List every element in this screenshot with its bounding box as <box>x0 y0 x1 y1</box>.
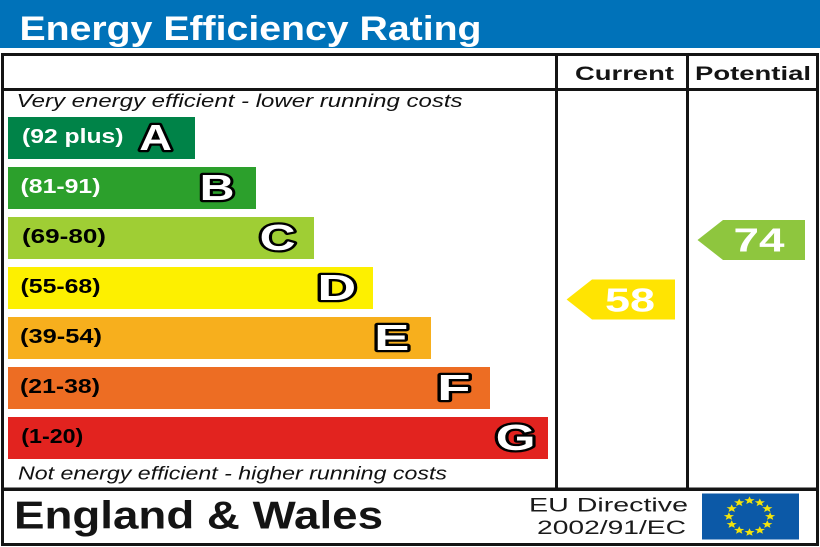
svg-text:A: A <box>139 117 172 158</box>
svg-text:Current: Current <box>575 64 675 85</box>
svg-text:(1-20): (1-20) <box>21 425 83 448</box>
svg-text:2002/91/EC: 2002/91/EC <box>537 517 686 539</box>
svg-text:Potential: Potential <box>695 64 811 85</box>
svg-text:England & Wales: England & Wales <box>14 495 383 538</box>
svg-text:E: E <box>374 317 409 358</box>
svg-text:EU Directive: EU Directive <box>529 495 688 517</box>
svg-text:B: B <box>200 168 235 209</box>
svg-text:58: 58 <box>605 281 655 318</box>
svg-text:Very energy efficient - lower: Very energy efficient - lower running co… <box>17 90 463 111</box>
svg-text:Energy Efficiency Rating: Energy Efficiency Rating <box>20 10 482 48</box>
svg-text:(81-91): (81-91) <box>21 175 101 198</box>
svg-text:74: 74 <box>734 221 786 258</box>
svg-text:D: D <box>317 268 356 308</box>
svg-text:(21-38): (21-38) <box>20 375 100 398</box>
svg-text:(55-68): (55-68) <box>21 275 101 298</box>
svg-text:(92 plus): (92 plus) <box>22 125 124 148</box>
svg-text:G: G <box>496 418 536 458</box>
svg-text:F: F <box>437 367 470 408</box>
svg-text:Not energy efficient - higher: Not energy efficient - higher running co… <box>18 462 447 483</box>
svg-text:(69-80): (69-80) <box>22 225 106 248</box>
svg-text:(39-54): (39-54) <box>20 325 102 348</box>
svg-text:C: C <box>260 218 296 258</box>
